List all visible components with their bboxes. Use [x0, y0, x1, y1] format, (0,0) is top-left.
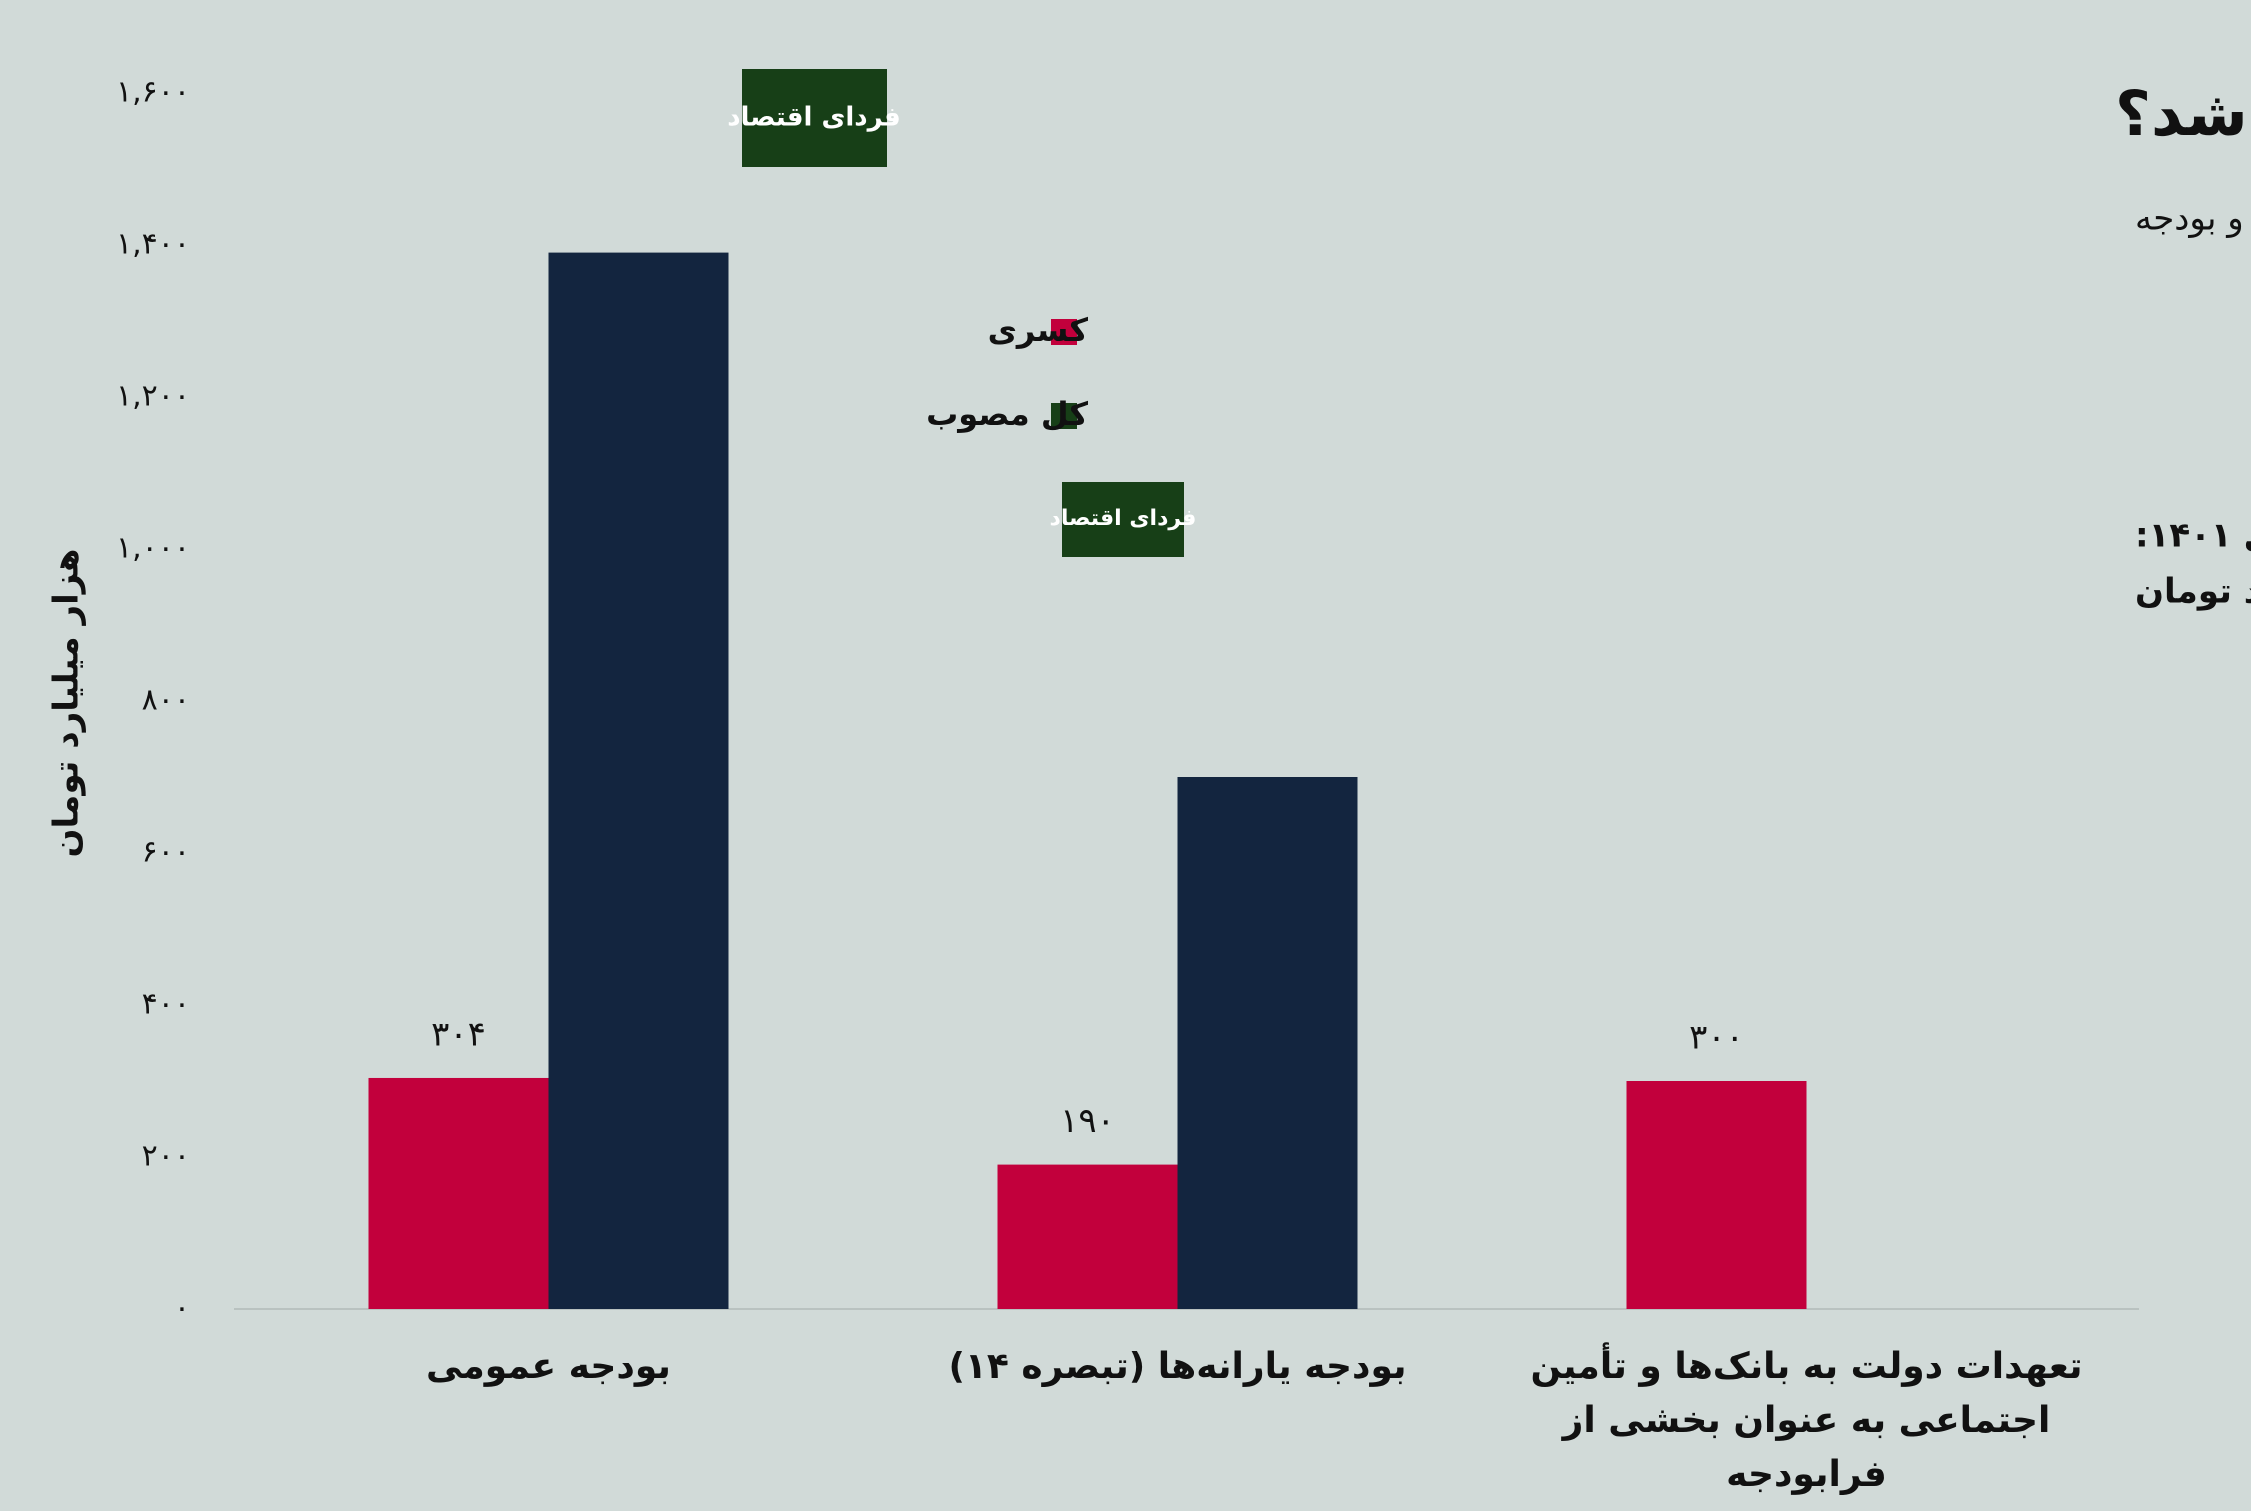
- y-tick-label: ۰: [174, 1291, 190, 1326]
- y-tick-label: ۶۰۰: [142, 835, 190, 870]
- data-label: ۳۰۴: [431, 1014, 486, 1054]
- y-tick-label: ۴۰۰: [142, 987, 190, 1022]
- chart-title: اختلاف دخل و خرج دولت چقدر شد؟: [2115, 77, 2251, 150]
- bar: [997, 1164, 1178, 1309]
- legend-label: کسری: [988, 311, 1089, 349]
- x-tick-label: بودجه یارانه‌ها (تبصره ۱۴): [948, 1346, 1407, 1387]
- logo-text: فردای اقتصاد: [727, 103, 901, 133]
- annotation: ۷۹۴ هزار میلیارد تومان: [2135, 572, 2251, 612]
- annotation: مجموع کسری بودجه واقعی دولت در سال ۱۴۰۱:: [2135, 516, 2251, 556]
- data-label: ۳۰۰: [1689, 1018, 1744, 1058]
- bar: [1626, 1081, 1807, 1309]
- logo-box: [742, 69, 887, 167]
- bar: [368, 1077, 549, 1309]
- y-tick-label: ۱,۰۰۰: [116, 531, 190, 566]
- y-axis-label: هزار میلیارد تومان: [47, 548, 87, 857]
- y-tick-label: ۸۰۰: [142, 683, 190, 718]
- data-label: ۱۹۰: [1060, 1101, 1115, 1141]
- y-tick-label: ۱,۲۰۰: [116, 379, 190, 414]
- legend-swatch: [1051, 403, 1077, 429]
- x-tick-label: تعهدات دولت به بانک‌ها و تأمین اجتماعی ب…: [1530, 1346, 2083, 1495]
- y-tick-label: ۱,۶۰۰: [116, 75, 190, 110]
- y-tick-label: ۲۰۰: [142, 1139, 190, 1174]
- bar: [548, 252, 729, 1310]
- legend-swatch: [1051, 319, 1077, 345]
- logo-box: [1062, 482, 1184, 557]
- chart-subtitle: ناترازی بودجه دولت در سه بخش، بر اساس صح…: [2135, 199, 2251, 239]
- y-tick-label: ۱,۴۰۰: [116, 227, 190, 262]
- x-tick-label: بودجه عمومی: [426, 1346, 671, 1387]
- legend-label: کل مصوب: [926, 395, 1088, 433]
- bar: [1177, 777, 1358, 1309]
- logo-text: فردای اقتصاد: [1050, 506, 1197, 531]
